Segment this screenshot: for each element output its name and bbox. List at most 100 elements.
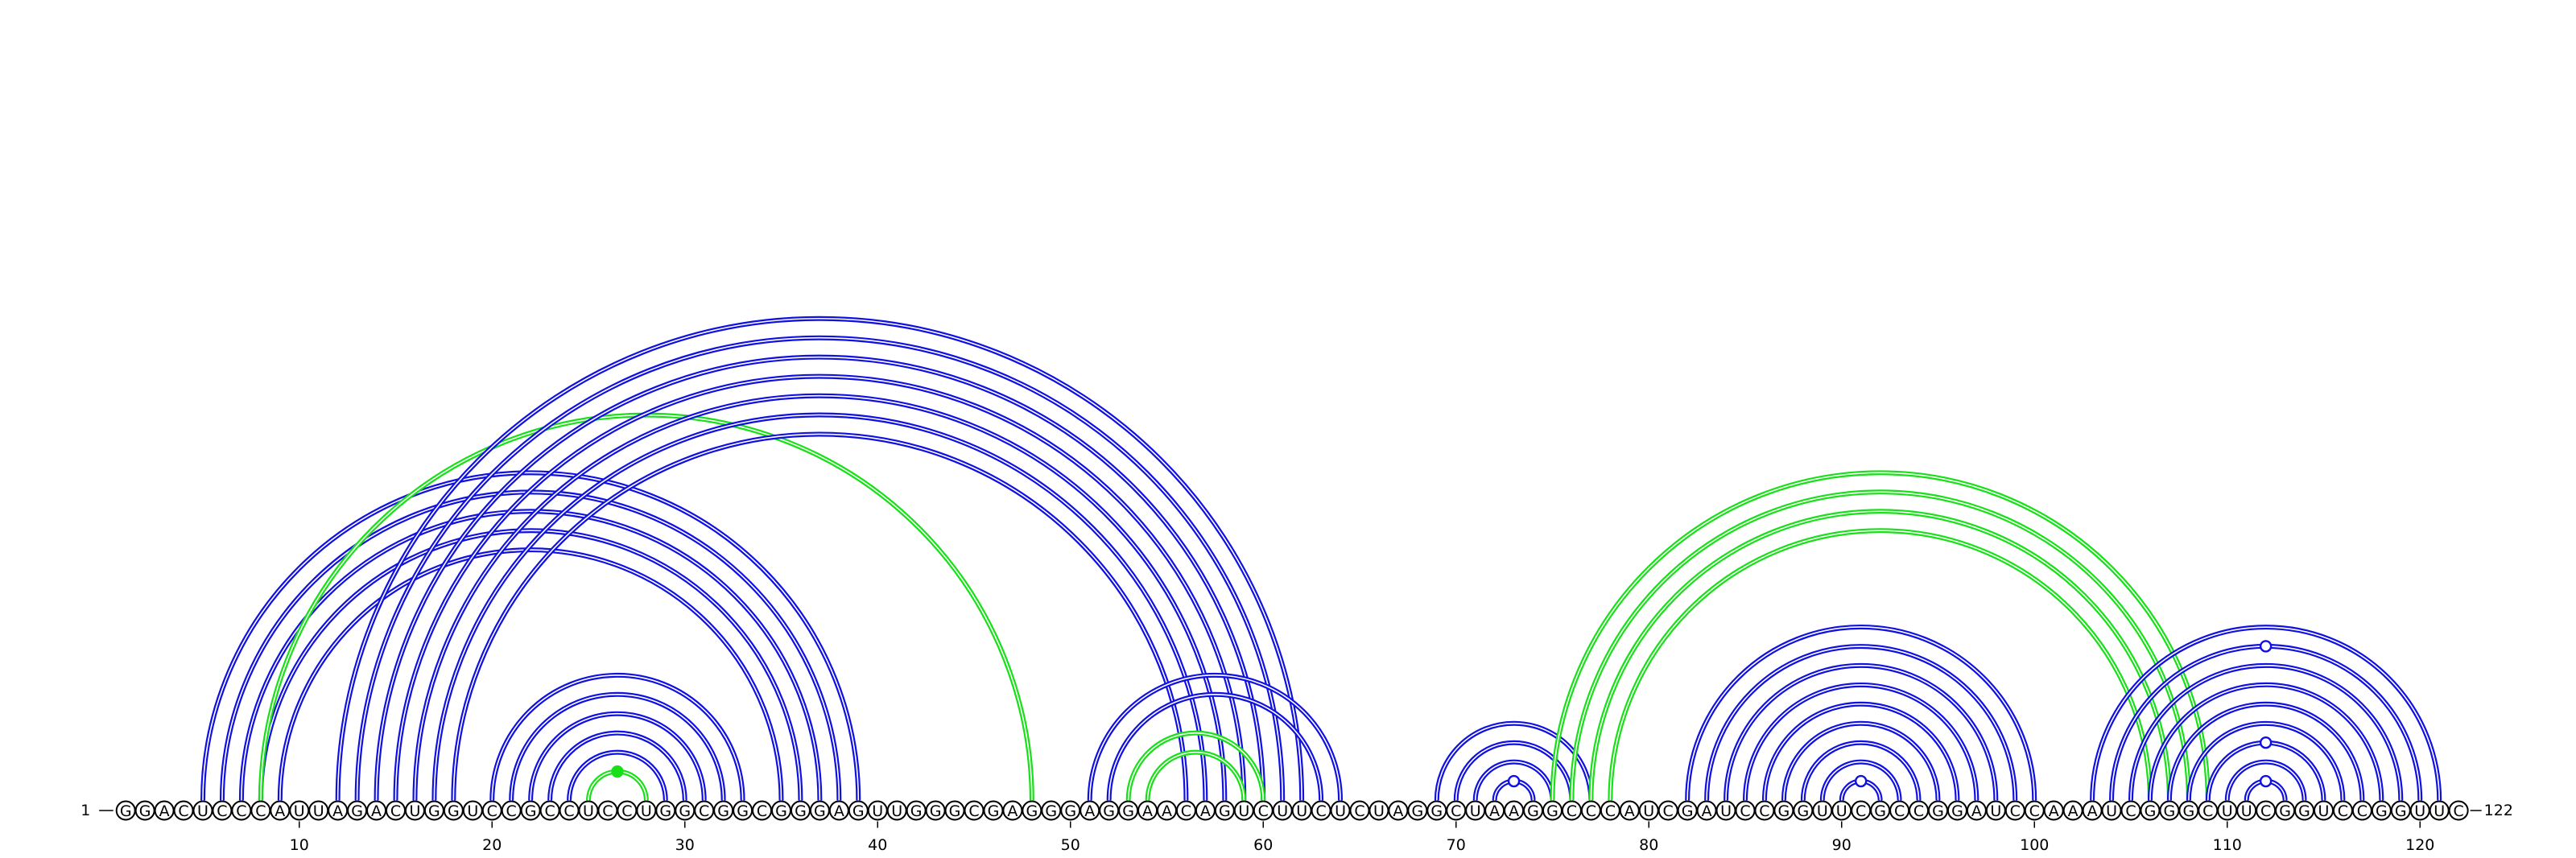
nucleotide-letter: G bbox=[1951, 802, 1963, 820]
base-pair-arc bbox=[567, 749, 668, 801]
nucleotide: U bbox=[462, 800, 483, 821]
nucleotide: G bbox=[2294, 800, 2315, 821]
base-pair-arc bbox=[1685, 624, 2037, 801]
nucleotide-letter: C bbox=[621, 802, 632, 820]
nucleotide: C bbox=[1600, 800, 1620, 821]
position-tick: 70 bbox=[1447, 821, 1466, 854]
nucleotide: G bbox=[2275, 800, 2296, 821]
nucleotide-letter: C bbox=[1586, 802, 1596, 820]
nucleotide: U bbox=[636, 800, 657, 821]
nucleotide: C bbox=[173, 800, 194, 821]
nucleotide-letter: G bbox=[1122, 802, 1134, 820]
tick-label: 70 bbox=[1447, 836, 1466, 854]
pair-marker bbox=[2259, 640, 2273, 653]
nucleotide-letter: G bbox=[1797, 802, 1809, 820]
nucleotide: A bbox=[366, 800, 387, 821]
base-pair-arc bbox=[1145, 749, 1247, 801]
nucleotide: A bbox=[1002, 800, 1023, 821]
nucleotide-letter: G bbox=[1103, 802, 1115, 820]
nucleotide-letter: G bbox=[930, 802, 942, 820]
nucleotide-letter: C bbox=[968, 802, 979, 820]
nucleotide-letter: C bbox=[1759, 802, 1769, 820]
nucleotide: C bbox=[501, 800, 522, 821]
nucleotide-letter: G bbox=[679, 802, 691, 820]
nucleotide: G bbox=[848, 800, 869, 821]
nucleotide-letter: A bbox=[1007, 802, 1018, 820]
nucleotide-letter: A bbox=[332, 802, 343, 820]
tick-label: 60 bbox=[1253, 836, 1273, 854]
nucleotide: C bbox=[2120, 800, 2141, 821]
nucleotide: A bbox=[1484, 800, 1505, 821]
nucleotide-letter: G bbox=[448, 802, 460, 820]
nucleotide-letter: C bbox=[2125, 802, 2136, 820]
nucleotide: A bbox=[2043, 800, 2064, 821]
nucleotide: U bbox=[1330, 800, 1351, 821]
nucleotide: C bbox=[539, 800, 560, 821]
nucleotide-letter: C bbox=[2357, 802, 2368, 820]
nucleotide: C bbox=[2351, 800, 2372, 821]
base-pair-arc bbox=[2244, 774, 2288, 801]
nucleotide-letter: G bbox=[1527, 802, 1539, 820]
nucleotide-letter: G bbox=[1778, 802, 1790, 820]
base-pair-arc bbox=[2147, 682, 2384, 801]
base-pair-arc bbox=[2186, 720, 2346, 801]
nucleotide: G bbox=[347, 800, 368, 821]
nucleotide: C bbox=[752, 800, 773, 821]
nucleotide: U bbox=[1812, 800, 1833, 821]
nucleotide: A bbox=[328, 800, 349, 821]
nucleotide-letter: C bbox=[178, 802, 188, 820]
nucleotide-letter: G bbox=[1430, 802, 1443, 820]
base-pair-arc bbox=[2090, 624, 2442, 801]
nucleotide-letter: C bbox=[1913, 802, 1924, 820]
nucleotide: U bbox=[2429, 800, 2450, 821]
nucleotide: G bbox=[1407, 800, 1428, 821]
nucleotide: G bbox=[2371, 800, 2392, 821]
base-pair-arc bbox=[528, 711, 707, 801]
start-position-label: 1 bbox=[80, 802, 90, 819]
nucleotide: U bbox=[1233, 800, 1254, 821]
nucleotide: A bbox=[1195, 800, 1216, 821]
nucleotide-letter: U bbox=[1817, 802, 1828, 820]
nucleotide-letter: U bbox=[1238, 802, 1249, 820]
nucleotide: G bbox=[2178, 800, 2199, 821]
nucleotide-letter: G bbox=[428, 802, 440, 820]
nucleotide-letter: U bbox=[2106, 802, 2117, 820]
nucleotide: U bbox=[1465, 800, 1486, 821]
base-pair-arc bbox=[335, 316, 1305, 801]
tick-label: 40 bbox=[868, 836, 887, 854]
position-tick: 30 bbox=[675, 821, 695, 854]
nucleotide-letter: A bbox=[1162, 802, 1172, 820]
nucleotide-letter: G bbox=[2182, 802, 2194, 820]
nucleotide-letter: A bbox=[1702, 802, 1712, 820]
nucleotide: C bbox=[1175, 800, 1196, 821]
position-tick: 40 bbox=[868, 821, 887, 854]
nucleotide-letter: G bbox=[2376, 802, 2388, 820]
nucleotide-letter: C bbox=[1354, 802, 1364, 820]
nucleotide: C bbox=[694, 800, 715, 821]
nucleotide-letter: C bbox=[1605, 802, 1616, 820]
base-pair-arc bbox=[489, 672, 745, 801]
nucleotide: U bbox=[1272, 800, 1293, 821]
nucleotide: U bbox=[867, 800, 888, 821]
nucleotide-letter: C bbox=[2202, 802, 2213, 820]
nucleotide-letter: G bbox=[737, 802, 749, 820]
nucleotide-letter: U bbox=[2414, 802, 2425, 820]
nucleotide: C bbox=[1561, 800, 1582, 821]
nucleotide-letter: G bbox=[1932, 802, 1944, 820]
base-pair-arc bbox=[1800, 740, 1922, 801]
nucleotide-letter: G bbox=[1874, 802, 1886, 820]
nucleotide-letter: G bbox=[1411, 802, 1423, 820]
nucleotide: U bbox=[2217, 800, 2238, 821]
nucleotide-letter: A bbox=[2068, 802, 2079, 820]
base-pair-arc bbox=[374, 354, 1266, 801]
nucleotide-letter: U bbox=[2434, 802, 2445, 820]
nucleotide-letter: G bbox=[139, 802, 151, 820]
nucleotide: C bbox=[231, 800, 252, 821]
base-pair-arc bbox=[1839, 774, 1883, 801]
tick-label: 10 bbox=[290, 836, 309, 854]
nucleotide-letter: G bbox=[1045, 802, 1057, 820]
nucleotide-letter: G bbox=[659, 802, 671, 820]
base-pair-arc bbox=[586, 765, 649, 801]
base-pair-arc bbox=[2128, 662, 2404, 801]
nucleotide-letter: G bbox=[1064, 802, 1076, 820]
